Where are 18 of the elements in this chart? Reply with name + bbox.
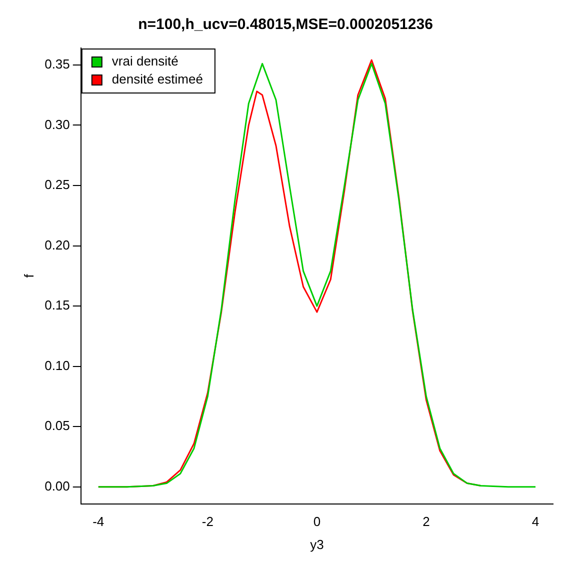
y-tick-label: 0.05 — [44, 418, 70, 434]
x-tick-label: -2 — [202, 514, 214, 530]
y-tick-label: 0.35 — [44, 56, 70, 72]
chart-title: n=100,h_ucv=0.48015,MSE=0.0002051236 — [138, 16, 433, 34]
x-tick-label: 0 — [313, 514, 321, 530]
y-tick-label: 0.30 — [44, 116, 70, 132]
y-tick-label: 0.25 — [44, 177, 70, 192]
y-tick-label: 0.20 — [44, 237, 70, 252]
x-tick-label: 2 — [422, 514, 430, 530]
y-tick-label: 0.10 — [44, 358, 70, 373]
y-axis-title: f — [21, 274, 36, 278]
x-axis-title: y3 — [310, 536, 324, 552]
x-tick-label: 4 — [532, 514, 540, 530]
x-tick-label: -4 — [92, 514, 104, 530]
legend-label: vrai densité — [112, 54, 178, 69]
legend-label: densité estimeé — [112, 72, 203, 87]
y-tick-label: 0.15 — [44, 298, 70, 313]
y-tick-label: 0.00 — [44, 478, 70, 494]
